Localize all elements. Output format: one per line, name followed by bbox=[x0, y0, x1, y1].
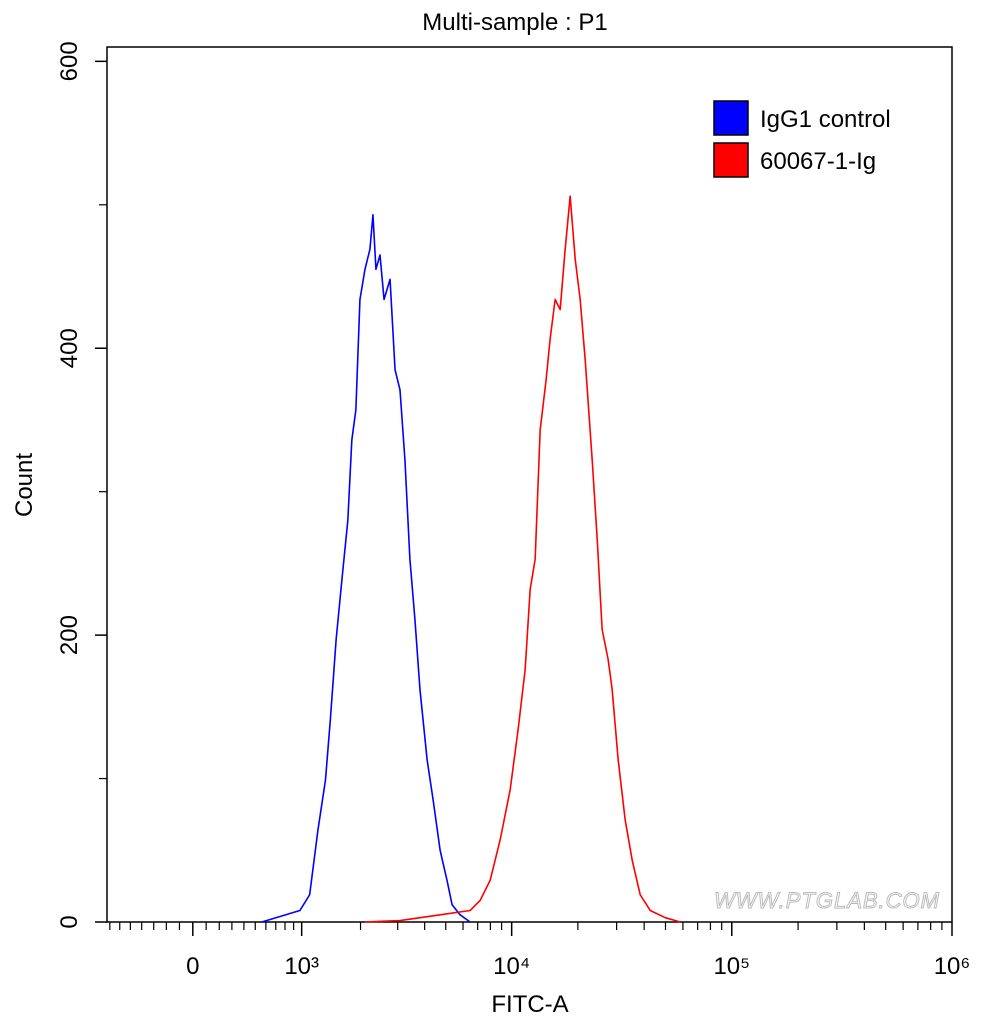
y-tick-label: 200 bbox=[56, 615, 83, 655]
y-tick-label: 400 bbox=[56, 328, 83, 368]
x-axis-label: FITC-A bbox=[491, 991, 568, 1018]
legend-label: 60067-1-Ig bbox=[760, 148, 876, 175]
watermark: WWW.PTGLAB.COM bbox=[714, 888, 940, 913]
y-tick-label: 0 bbox=[56, 915, 83, 928]
x-tick-label: 0 bbox=[186, 953, 199, 980]
histogram-line bbox=[364, 195, 681, 923]
x-tick-label: 10³ bbox=[284, 953, 319, 980]
legend-label: IgG1 control bbox=[760, 106, 891, 133]
legend-swatch bbox=[713, 142, 749, 178]
x-tick-label: 10⁵ bbox=[713, 953, 750, 980]
x-tick-label: 10⁴ bbox=[493, 953, 530, 980]
histogram-line bbox=[261, 214, 471, 923]
y-axis-label: Count bbox=[11, 453, 38, 517]
y-tick-label: 600 bbox=[56, 41, 83, 81]
chart-title: Multi-sample : P1 bbox=[422, 9, 607, 36]
plot-frame bbox=[106, 46, 953, 923]
x-tick-label: 10⁶ bbox=[934, 953, 971, 980]
legend-swatch bbox=[713, 100, 749, 136]
